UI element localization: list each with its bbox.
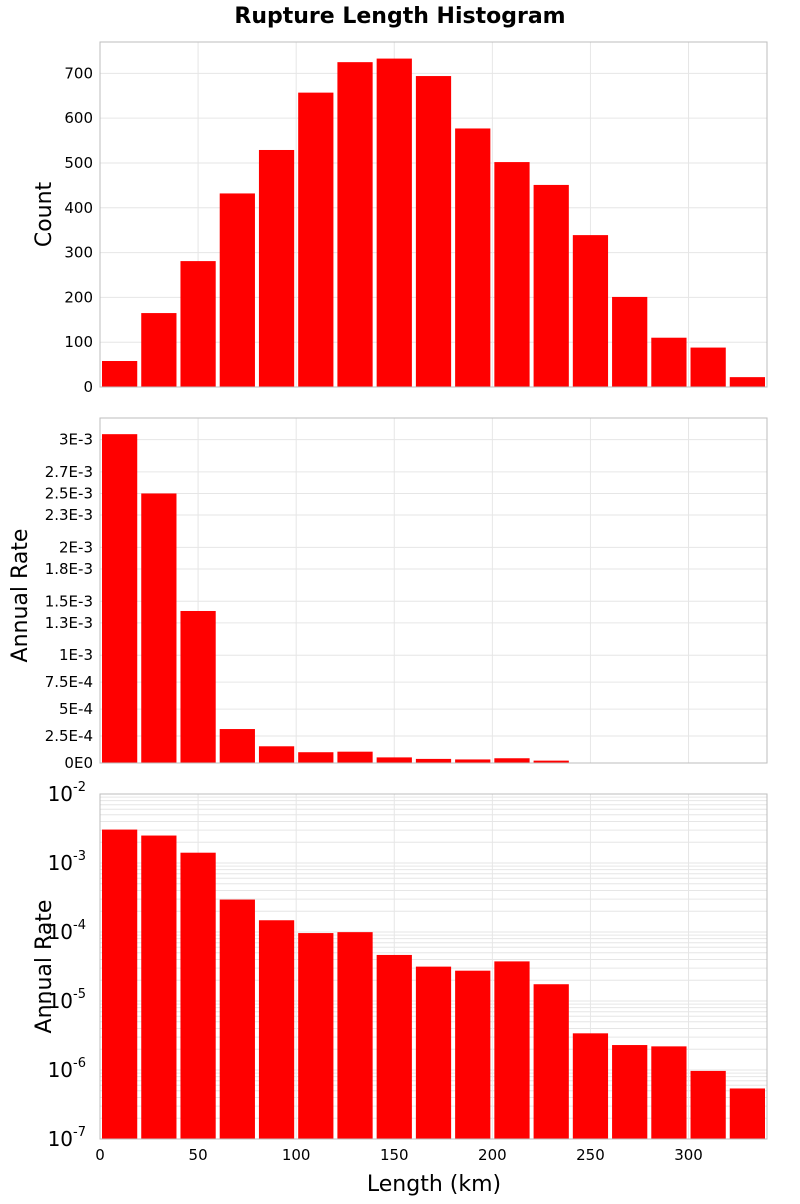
- panel-1: 0 100 200 300 400 500 600 700 Count: [32, 42, 767, 396]
- y-tick-label: 2.5E-4: [45, 727, 93, 745]
- bar-panel1-bin-2: [141, 313, 176, 387]
- bar-panel2-bin-8: [377, 757, 412, 763]
- bar-panel2-bin-9: [416, 759, 451, 763]
- y-tick-label: 300: [64, 244, 93, 262]
- bar-panel1-bin-4: [220, 193, 255, 387]
- bar-panel1-bin-14: [612, 297, 647, 387]
- x-tick-label: 0: [95, 1146, 105, 1164]
- bar-panel2-bin-7: [337, 752, 372, 763]
- y-tick-label: 10-3: [48, 849, 86, 875]
- bar-panel1-bin-17: [730, 377, 765, 387]
- bar-panel1-bin-8: [377, 59, 412, 387]
- bar-panel2-bin-10: [455, 759, 490, 763]
- bar-panel2-bin-2: [141, 493, 176, 763]
- bar-panel3-bin-15: [651, 1046, 686, 1139]
- y-tick-label: 2.7E-3: [45, 463, 93, 481]
- bar-panel3-bin-7: [337, 932, 372, 1139]
- bar-panel1-bin-12: [534, 185, 569, 387]
- bar-panel3-bin-9: [416, 967, 451, 1139]
- x-tick-label: 300: [674, 1146, 703, 1164]
- bar-panel3-bin-11: [494, 961, 529, 1139]
- y-tick-label: 1.8E-3: [45, 560, 93, 578]
- y-tick-label: 5E-4: [59, 700, 93, 718]
- bar-panel3-bin-13: [573, 1033, 608, 1139]
- bar-panel2-bin-4: [220, 729, 255, 763]
- bar-panel1-bin-3: [180, 261, 215, 387]
- y-tick-label: 10-6: [48, 1056, 86, 1082]
- x-tick-label: 150: [380, 1146, 409, 1164]
- y-tick-label: 400: [64, 199, 93, 217]
- y-axis-label-panel-2: Annual Rate: [8, 529, 33, 663]
- bar-panel2-bin-6: [298, 752, 333, 763]
- x-tick-label: 250: [576, 1146, 605, 1164]
- x-tick-label: 200: [478, 1146, 507, 1164]
- bar-panel1-bin-11: [494, 162, 529, 387]
- bar-panel1-bin-6: [298, 93, 333, 387]
- bar-panel1-bin-9: [416, 76, 451, 387]
- y-tick-label: 2.3E-3: [45, 506, 93, 524]
- y-tick-label: 100: [64, 333, 93, 351]
- y-tick-label: 700: [64, 64, 93, 82]
- bar-panel1-bin-5: [259, 150, 294, 387]
- y-tick-label: 0E0: [64, 754, 93, 772]
- bar-panel3-bin-17: [730, 1088, 765, 1139]
- y-tick-label: 3E-3: [59, 431, 93, 449]
- bar-panel2-bin-11: [494, 758, 529, 763]
- y-tick-label: 500: [64, 154, 93, 172]
- y-tick-label: 10-2: [48, 780, 86, 806]
- bar-panel1-bin-7: [337, 62, 372, 387]
- x-tick-label: 50: [189, 1146, 208, 1164]
- bar-panel1-bin-1: [102, 361, 137, 387]
- bar-panel2-bin-5: [259, 746, 294, 763]
- bar-panel2-bin-1: [102, 434, 137, 763]
- bar-panel3-bin-16: [691, 1071, 726, 1139]
- panel-2: 0E0 2.5E-4 5E-4 7.5E-4 1E-3 1.3E-3 1.5E-3 1.8E-…: [8, 418, 767, 772]
- bar-panel1-bin-13: [573, 235, 608, 387]
- bar-panel1-bin-10: [455, 128, 490, 387]
- bar-panel2-bin-3: [180, 611, 215, 763]
- bar-panel3-bin-10: [455, 971, 490, 1139]
- bar-panel3-bin-6: [298, 933, 333, 1139]
- bar-panel3-bin-3: [180, 853, 215, 1139]
- y-tick-label: 2.5E-3: [45, 485, 93, 503]
- y-tick-label: 1E-3: [59, 646, 93, 664]
- y-tick-label: 10-7: [48, 1125, 86, 1151]
- bar-panel1-bin-16: [691, 348, 726, 387]
- bar-panel3-bin-5: [259, 920, 294, 1139]
- bar-panel3-bin-2: [141, 836, 176, 1139]
- bar-panel3-bin-1: [102, 830, 137, 1139]
- y-tick-label: 200: [64, 288, 93, 306]
- y-tick-label: 1.3E-3: [45, 614, 93, 632]
- bar-panel3-bin-4: [220, 900, 255, 1139]
- bar-panel3-bin-12: [534, 984, 569, 1139]
- y-tick-label: 0: [83, 378, 93, 396]
- bar-panel1-bin-15: [651, 338, 686, 387]
- y-tick-label: 600: [64, 109, 93, 127]
- bar-panel3-bin-8: [377, 955, 412, 1139]
- y-axis-label-panel-3: Annual Rate: [32, 900, 57, 1034]
- y-tick-label: 7.5E-4: [45, 673, 93, 691]
- y-axis-label-panel-1: Count: [32, 181, 57, 247]
- bar-panel3-bin-14: [612, 1045, 647, 1139]
- x-tick-label: 100: [282, 1146, 311, 1164]
- y-tick-label: 2E-3: [59, 538, 93, 556]
- y-tick-label: 1.5E-3: [45, 592, 93, 610]
- chart-title: Rupture Length Histogram: [234, 4, 565, 29]
- x-axis-label: Length (km): [367, 1172, 501, 1197]
